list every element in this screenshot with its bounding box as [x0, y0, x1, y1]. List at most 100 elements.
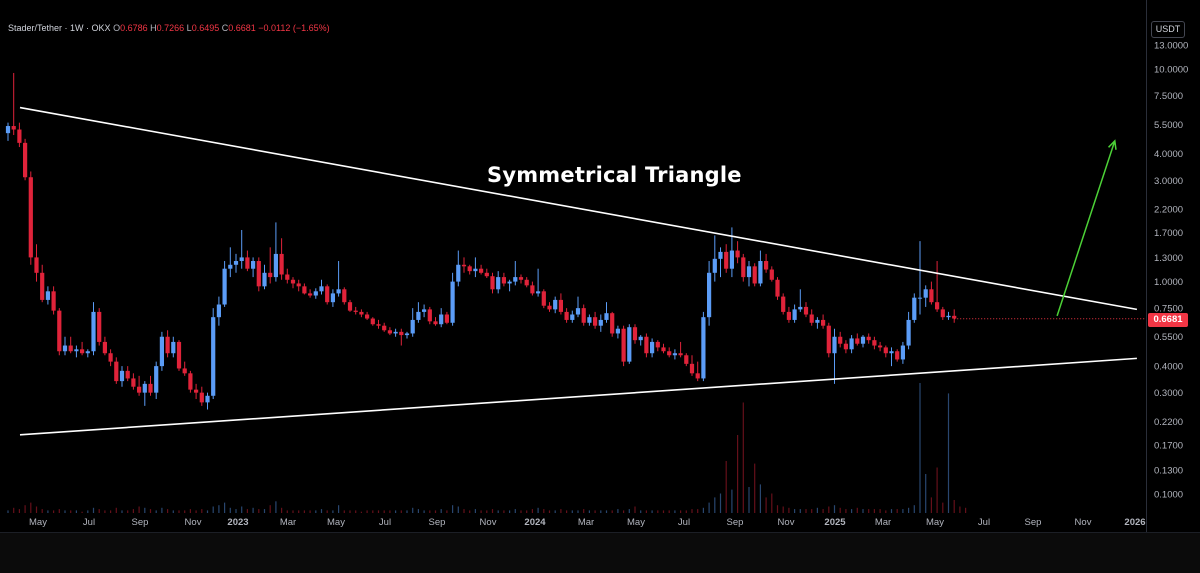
candle-body: [644, 336, 649, 354]
volume-bar: [184, 510, 186, 513]
candle-body: [615, 328, 620, 334]
candle-body: [912, 297, 917, 320]
projection-arrow: [1056, 140, 1116, 317]
currency-button[interactable]: USDT: [1151, 21, 1185, 38]
x-tick-label: Jul: [978, 517, 990, 528]
volume-bar: [742, 402, 744, 513]
candle-body: [843, 343, 848, 350]
candle-body: [336, 289, 341, 294]
candle-body: [376, 324, 381, 326]
volume-bar: [862, 509, 864, 513]
candle-body: [809, 314, 814, 323]
volume-bar: [845, 509, 847, 513]
candle-body: [205, 395, 210, 403]
volume-bar: [486, 510, 488, 513]
candle-body: [906, 319, 911, 346]
volume-bar: [406, 510, 408, 513]
candle-body: [792, 309, 797, 320]
candle-body: [587, 317, 592, 323]
candle-body: [735, 250, 740, 258]
volume-bar: [691, 509, 693, 513]
x-tick-label: 2024: [524, 517, 546, 528]
volume-bar: [805, 509, 807, 513]
x-tick-label: Nov: [778, 517, 795, 528]
volume-bar: [252, 507, 254, 513]
volume-bar: [674, 510, 676, 513]
candle-body: [689, 363, 695, 374]
candle-body: [667, 351, 672, 356]
candle-body: [387, 330, 392, 334]
candle-body: [672, 353, 677, 356]
candle-body: [51, 291, 56, 311]
candle-body: [108, 353, 113, 362]
candle-body: [553, 299, 558, 310]
volume-bar: [298, 510, 300, 513]
volume-bar: [902, 509, 904, 513]
candle-body: [404, 333, 410, 336]
volume-bar: [822, 509, 824, 513]
candle-body: [741, 257, 746, 278]
volume-bar: [765, 497, 767, 513]
y-tick-label: 0.1700: [1154, 441, 1183, 452]
candle-body: [91, 311, 96, 352]
candle-body: [34, 257, 39, 273]
volume-bar: [30, 502, 32, 513]
volume-bar: [87, 510, 89, 513]
x-tick-label: 2023: [227, 517, 248, 528]
projection-arrowhead: [1108, 139, 1117, 150]
volume-bar: [434, 510, 437, 513]
candle-body: [803, 306, 809, 315]
volume-bar: [360, 511, 362, 513]
y-tick-label: 0.1300: [1154, 465, 1183, 476]
volume-bar: [719, 493, 722, 513]
x-tick-label: Sep: [132, 517, 149, 528]
candle-body: [119, 370, 125, 382]
volume-bar: [127, 510, 129, 513]
candle-body: [513, 277, 518, 282]
volume-bar: [714, 497, 716, 513]
y-tick-label: 1.0000: [1154, 277, 1183, 288]
candle-body: [382, 325, 387, 331]
candle-body: [889, 351, 894, 354]
volume-bar: [463, 509, 465, 513]
volume-bar: [560, 509, 562, 513]
candle-body: [860, 336, 866, 344]
candle-body: [154, 366, 159, 393]
volume-bar: [172, 510, 174, 513]
candle-body: [182, 368, 187, 374]
close-value: 0.6681: [228, 23, 256, 33]
volume-bar: [731, 489, 733, 513]
candle-body: [872, 340, 877, 346]
volume-bar: [662, 510, 665, 513]
candle-body: [678, 353, 683, 356]
high-value: 0.7266: [156, 23, 185, 33]
candle-body: [729, 250, 734, 269]
price-axis[interactable]: [1146, 0, 1200, 572]
candle-body: [125, 370, 130, 379]
candle-body: [701, 317, 706, 379]
volume-bar: [811, 509, 813, 513]
y-tick-label: 4.0000: [1154, 149, 1183, 160]
candle-body: [775, 279, 780, 297]
volume-bar: [452, 505, 454, 513]
volume-bar: [138, 506, 140, 513]
x-tick-label: Jul: [83, 517, 95, 528]
volume-bar: [908, 507, 910, 513]
volume-bar: [395, 510, 397, 513]
volume-bar: [833, 505, 836, 513]
candle-body: [302, 286, 307, 294]
last-price-label: 0.6681: [1148, 313, 1188, 327]
candle-body: [11, 126, 16, 130]
candle-body: [832, 336, 837, 354]
x-tick-label: May: [327, 517, 345, 528]
volume-bar: [617, 509, 619, 513]
x-tick-label: Nov: [185, 517, 202, 528]
volume-bar: [383, 510, 385, 513]
volume-bar: [206, 510, 209, 513]
volume-bar: [514, 509, 516, 513]
candle-body: [769, 269, 774, 280]
volume-bar: [794, 509, 796, 513]
open-label: O: [113, 23, 121, 33]
volume-bar: [554, 510, 556, 513]
